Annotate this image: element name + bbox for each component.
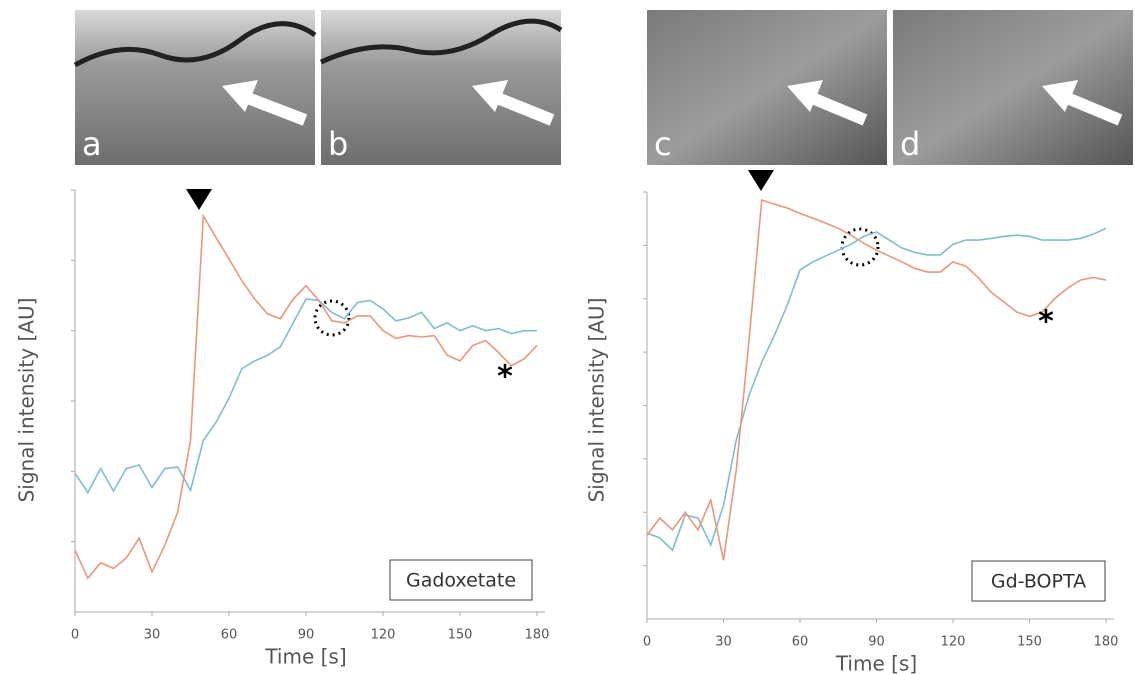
crossing-marker [842,229,878,265]
x-axis-label: Time [s] [264,645,346,669]
x-tick-label: 0 [71,628,79,643]
image-a [75,10,315,165]
annotation: * [497,360,513,395]
annotation: * [1038,305,1054,340]
series-line [647,228,1106,550]
series-line [75,216,537,578]
x-axis-label: Time [s] [835,652,917,674]
x-tick-label: 30 [715,635,732,650]
legend-text: Gd-BOPTA [991,571,1086,593]
x-tick-label: 150 [448,628,473,643]
image-b [321,10,561,165]
y-axis-label: Signal intensity [AU] [585,298,609,503]
figure: a b c d 0 30 60 90 120 150 180 Time [s] Signal i… [0,0,1135,674]
x-tick-label: 90 [298,628,315,643]
panel-label: d [900,125,920,163]
image-c [647,10,887,165]
peak-marker [186,189,212,210]
panel-label: a [82,125,102,163]
page: a b c d 0 30 60 90 120 150 180 Time [s] Signal i… [0,0,1135,674]
x-tick-label: 150 [1017,635,1042,650]
series-line [75,299,537,492]
y-axis-label: Signal intensity [AU] [15,298,39,503]
panel-label: b [328,125,348,163]
x-tick-label: 180 [1094,635,1119,650]
x-tick-label: 120 [941,635,966,650]
x-tick-label: 120 [371,628,396,643]
x-tick-label: 90 [868,635,885,650]
peak-marker [748,170,774,191]
x-tick-label: 30 [144,628,161,643]
x-tick-label: 0 [643,635,651,650]
legend-text: Gadoxetate [406,570,516,592]
x-tick-label: 60 [221,628,238,643]
x-tick-label: 60 [792,635,809,650]
image-d [893,10,1133,165]
panel-label: c [654,125,672,163]
x-tick-label: 180 [525,628,550,643]
